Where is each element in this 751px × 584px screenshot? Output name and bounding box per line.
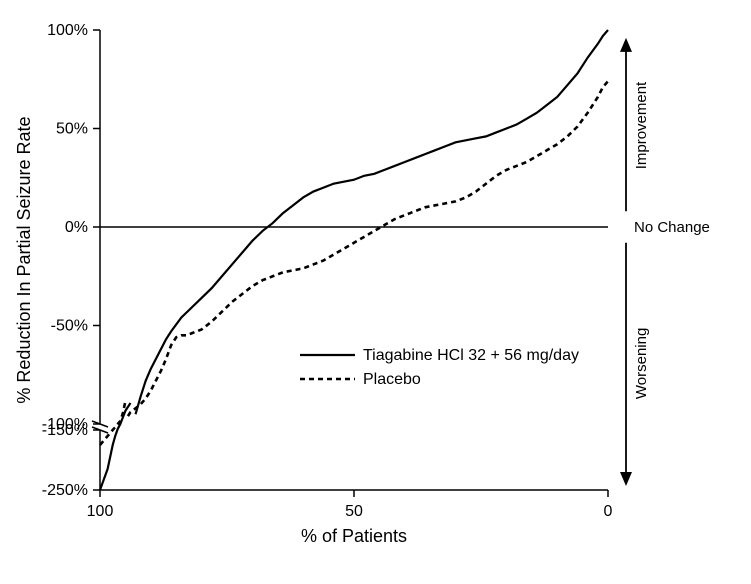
y-tick-label: 50% (56, 121, 88, 138)
y-tick-label: -250% (42, 482, 88, 499)
no-change-label: No Change (634, 219, 710, 236)
y-tick-label: 0% (65, 219, 88, 236)
line-chart: 100500100%50%0%-50%-100%-150%-250%% of P… (0, 0, 751, 584)
y-axis-label: % Reduction In Partial Seizure Rate (14, 116, 34, 403)
y-tick-label: -150% (42, 422, 88, 439)
x-tick-label: 0 (604, 503, 613, 520)
chart-container: 100500100%50%0%-50%-100%-150%-250%% of P… (0, 0, 751, 584)
x-tick-label: 100 (87, 503, 114, 520)
x-tick-label: 50 (345, 503, 363, 520)
legend-label: Tiagabine HCl 32 + 56 mg/day (363, 347, 579, 364)
legend-label: Placebo (363, 371, 421, 388)
y-tick-label: -50% (51, 318, 88, 335)
y-tick-label: 100% (47, 22, 88, 39)
improvement-label: Improvement (633, 81, 650, 169)
worsening-label: Worsening (633, 328, 650, 399)
x-axis-label: % of Patients (301, 526, 407, 546)
